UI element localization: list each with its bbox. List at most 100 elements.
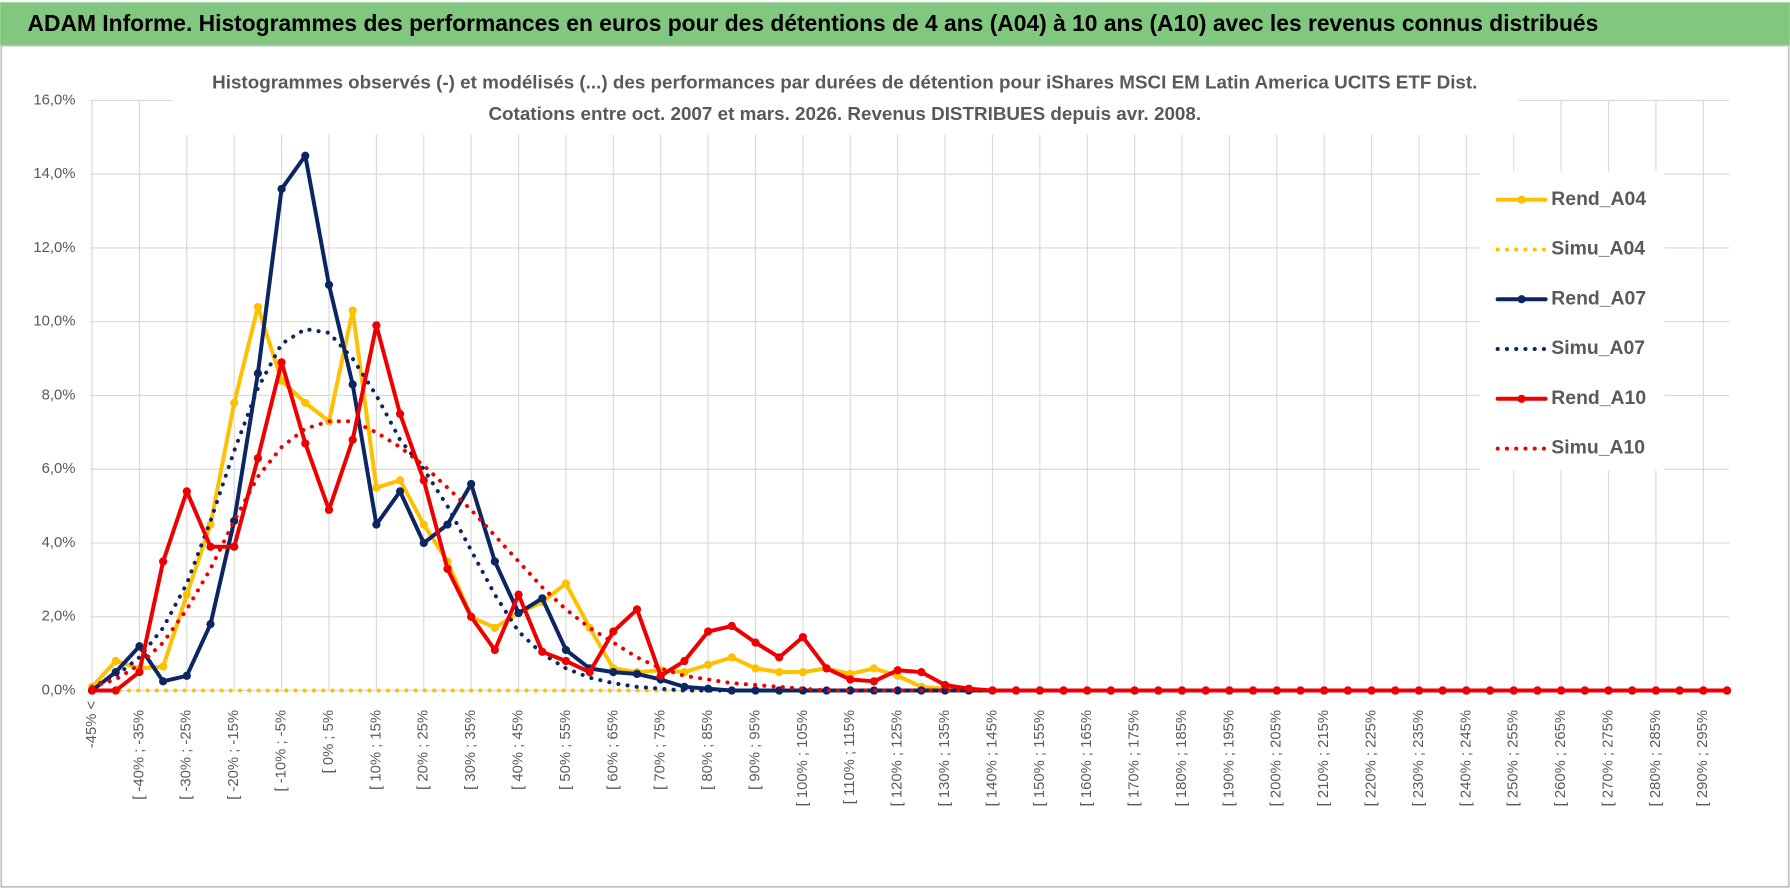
data-point xyxy=(348,306,357,315)
data-point xyxy=(727,653,736,662)
data-point xyxy=(822,686,831,695)
data-point xyxy=(846,675,855,684)
x-tick-label: [ 290% ; 295% xyxy=(1695,710,1711,806)
x-tick-label: [ 270% ; 275% xyxy=(1600,710,1616,806)
data-point xyxy=(822,664,831,673)
data-point xyxy=(609,627,618,636)
data-point xyxy=(87,686,97,695)
x-tick-label: [ 260% ; 265% xyxy=(1553,710,1569,806)
data-point xyxy=(940,680,950,690)
x-tick-label: [ 170% ; 175% xyxy=(1127,710,1143,806)
data-point xyxy=(490,623,499,632)
data-point xyxy=(159,557,168,566)
data-point xyxy=(372,321,381,330)
data-point xyxy=(775,653,784,662)
series-lines xyxy=(87,151,1732,695)
data-point xyxy=(798,667,807,677)
data-point xyxy=(727,686,736,695)
y-tick-label: 14,0% xyxy=(33,166,75,182)
x-tick-label: [ -40% ; -35% xyxy=(131,710,147,800)
data-point xyxy=(135,667,144,677)
data-point xyxy=(751,638,760,647)
legend-marker xyxy=(1517,394,1526,403)
data-point xyxy=(561,656,571,666)
legend-marker xyxy=(1517,195,1526,204)
series-line xyxy=(90,323,1730,693)
header-title: ADAM Informe. Histogrammes des performan… xyxy=(28,10,1599,36)
data-point xyxy=(585,667,594,677)
data-point xyxy=(704,660,713,669)
title-background xyxy=(171,66,1519,135)
legend-label: Rend_A10 xyxy=(1551,387,1646,409)
data-point xyxy=(538,594,547,603)
x-tick-label: [ -30% ; -25% xyxy=(179,710,195,800)
data-point xyxy=(395,476,405,485)
legend-label: Simu_A07 xyxy=(1551,337,1645,359)
x-tick-label: [ 200% ; 205% xyxy=(1269,710,1285,806)
y-tick-label: 0,0% xyxy=(42,682,76,698)
x-tick-label: [ 160% ; 165% xyxy=(1079,710,1095,806)
x-tick-label: [ 180% ; 185% xyxy=(1174,710,1190,806)
chart-title: Histogrammes observés (-) et modélisés (… xyxy=(212,71,1477,92)
x-tick-label: [ 90% ; 95% xyxy=(747,710,763,790)
data-point xyxy=(419,538,428,548)
data-point xyxy=(1391,686,1400,695)
data-point xyxy=(1320,686,1329,695)
data-point xyxy=(253,302,263,312)
data-point xyxy=(111,656,120,666)
y-tick-label: 4,0% xyxy=(42,535,76,551)
data-point xyxy=(277,358,286,367)
data-point xyxy=(206,620,215,629)
data-point xyxy=(727,621,736,631)
data-point xyxy=(1106,686,1116,695)
data-point xyxy=(490,645,499,655)
data-point xyxy=(301,439,310,448)
data-point xyxy=(348,435,357,444)
data-point xyxy=(751,664,760,673)
y-tick-label: 8,0% xyxy=(42,387,76,403)
data-point xyxy=(538,647,547,656)
legend-label: Rend_A07 xyxy=(1551,287,1646,309)
data-point xyxy=(182,671,191,680)
x-tick-label: [ 240% ; 245% xyxy=(1458,710,1474,806)
data-point xyxy=(632,669,642,679)
data-point xyxy=(324,505,334,514)
y-tick-label: 2,0% xyxy=(42,609,76,625)
data-point xyxy=(1651,686,1661,695)
x-tick-label: [ 50% ; 55% xyxy=(558,710,574,790)
data-point xyxy=(253,369,263,378)
y-tick-label: 6,0% xyxy=(42,461,76,477)
x-tick-label: [ 100% ; 105% xyxy=(795,710,811,806)
data-point xyxy=(159,677,168,686)
data-point xyxy=(253,454,263,463)
data-point xyxy=(1154,686,1163,695)
data-point xyxy=(1012,686,1021,695)
data-point xyxy=(798,632,807,642)
data-point xyxy=(490,557,499,566)
data-point xyxy=(372,483,381,492)
x-tick-label: [ 150% ; 155% xyxy=(1032,710,1048,806)
data-point xyxy=(609,667,618,677)
x-tick-label: [ 110% ; 115% xyxy=(842,710,858,804)
data-point xyxy=(206,542,215,551)
x-tick-label: [ 250% ; 255% xyxy=(1506,710,1522,806)
header-bar xyxy=(0,2,1790,46)
data-point xyxy=(230,542,239,551)
data-point xyxy=(1272,686,1281,695)
data-point xyxy=(1604,686,1613,695)
data-point xyxy=(277,184,286,194)
x-tick-label: [ 80% ; 85% xyxy=(700,710,716,790)
data-point xyxy=(395,409,405,419)
legend-box xyxy=(1479,171,1665,471)
x-tick-label: [ 120% ; 125% xyxy=(890,710,906,806)
data-point xyxy=(1699,686,1708,695)
legend-label: Rend_A04 xyxy=(1551,188,1646,210)
data-point xyxy=(419,520,428,529)
legend-label: Simu_A10 xyxy=(1551,437,1645,459)
x-tick-label: [ 40% ; 45% xyxy=(510,710,526,790)
data-point xyxy=(467,612,476,621)
data-point xyxy=(467,479,476,489)
x-tick-label: [ 70% ; 75% xyxy=(653,710,669,790)
x-tick-label: [ 280% ; 285% xyxy=(1648,710,1664,806)
x-tick-label: [ 30% ; 35% xyxy=(463,710,479,790)
